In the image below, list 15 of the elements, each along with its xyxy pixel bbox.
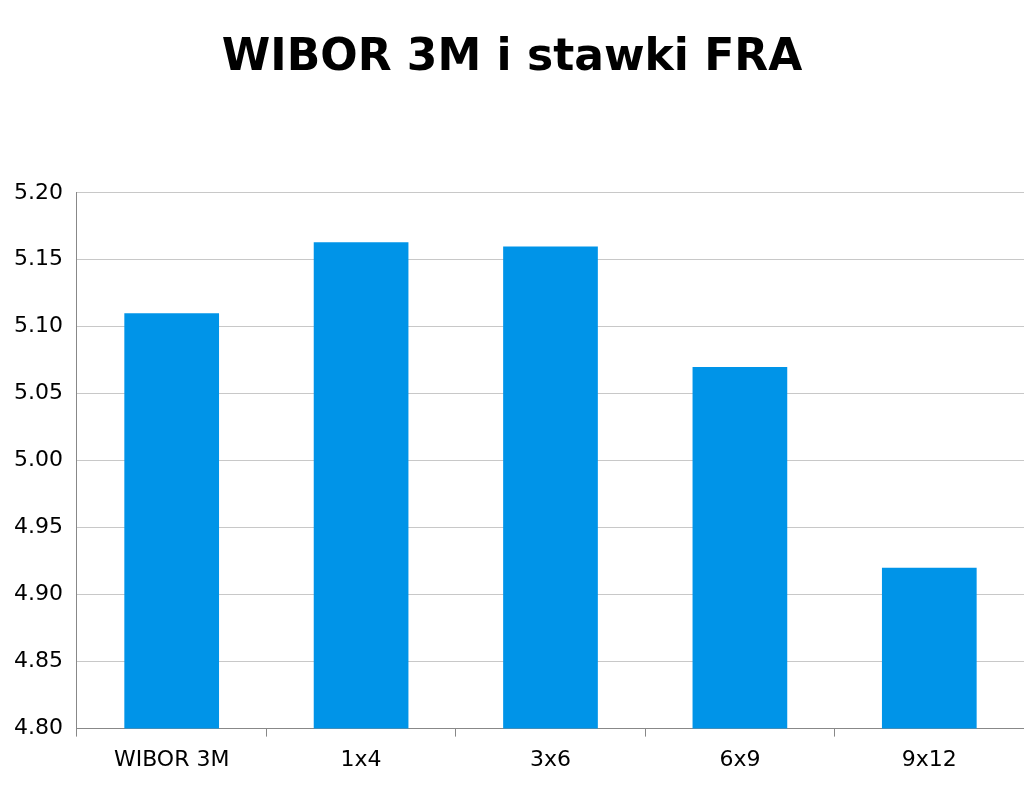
y-tick-label: 4.95	[14, 513, 63, 539]
x-tick-label: 1x4	[340, 745, 382, 771]
x-tick-label: WIBOR 3M	[113, 745, 230, 771]
y-tick-label: 5.15	[14, 245, 63, 271]
x-tick-label: 3x6	[529, 745, 571, 771]
y-tick-label: 5.20	[14, 178, 63, 204]
x-tick-label: 6x9	[719, 745, 761, 771]
y-tick-label: 4.90	[14, 580, 63, 606]
y-tick-label: 5.10	[14, 312, 63, 338]
x-tick-label: 9x12	[901, 745, 957, 771]
y-tick-label: 5.05	[14, 379, 63, 405]
y-tick-label: 4.80	[14, 714, 63, 740]
y-tick-label: 5.00	[14, 446, 63, 472]
y-tick-label: 4.85	[14, 647, 63, 673]
chart-title: WIBOR 3M i stawki FRA	[221, 28, 803, 80]
